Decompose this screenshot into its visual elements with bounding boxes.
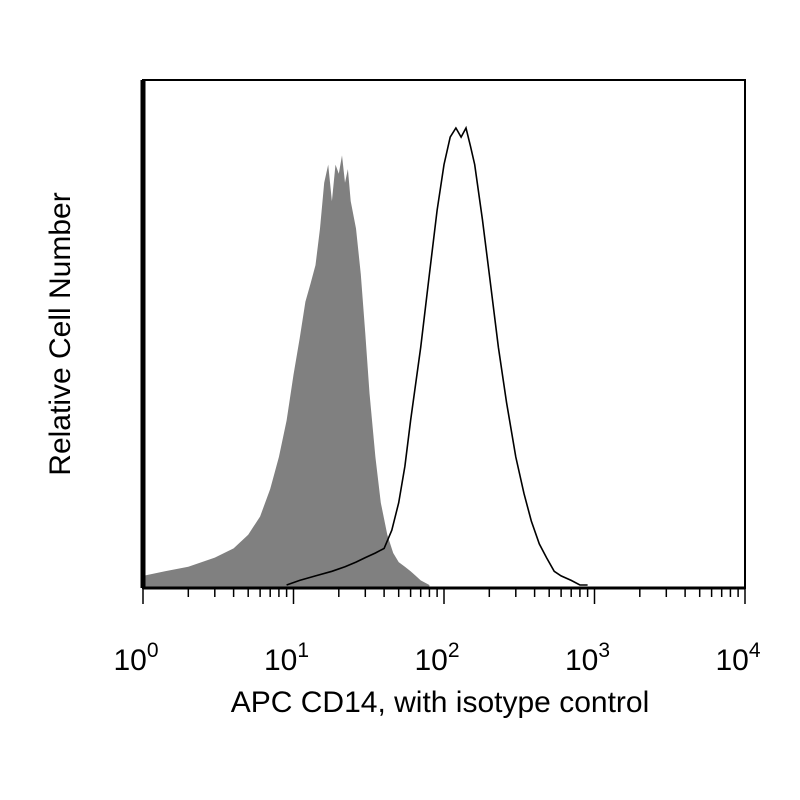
x-axis-title: APC CD14, with isotype control (231, 686, 650, 719)
x-tick-exponent: 3 (598, 639, 610, 662)
series-layer (143, 125, 588, 587)
x-axis-ticks: 100 101 102 103 104 (113, 588, 761, 677)
x-tick-base: 10 (414, 644, 447, 677)
x-tick-base: 10 (565, 644, 598, 677)
x-tick-exponent: 1 (297, 639, 309, 662)
x-tick-exponent: 0 (147, 639, 159, 662)
x-tick-exponent: 4 (749, 639, 761, 662)
x-tick-label: 104 (715, 639, 760, 677)
x-tick-base: 10 (113, 644, 146, 677)
x-tick-base: 10 (715, 644, 748, 677)
x-tick-base: 10 (264, 644, 297, 677)
x-tick-label: 103 (565, 639, 610, 677)
x-tick-exponent: 2 (448, 639, 460, 662)
x-tick-label: 102 (414, 639, 459, 677)
x-tick-label: 101 (264, 639, 309, 677)
cd14-histogram (286, 125, 588, 586)
x-tick-label: 100 (113, 639, 158, 677)
y-axis-title: Relative Cell Number (44, 192, 77, 475)
isotype-control-histogram (143, 155, 430, 587)
